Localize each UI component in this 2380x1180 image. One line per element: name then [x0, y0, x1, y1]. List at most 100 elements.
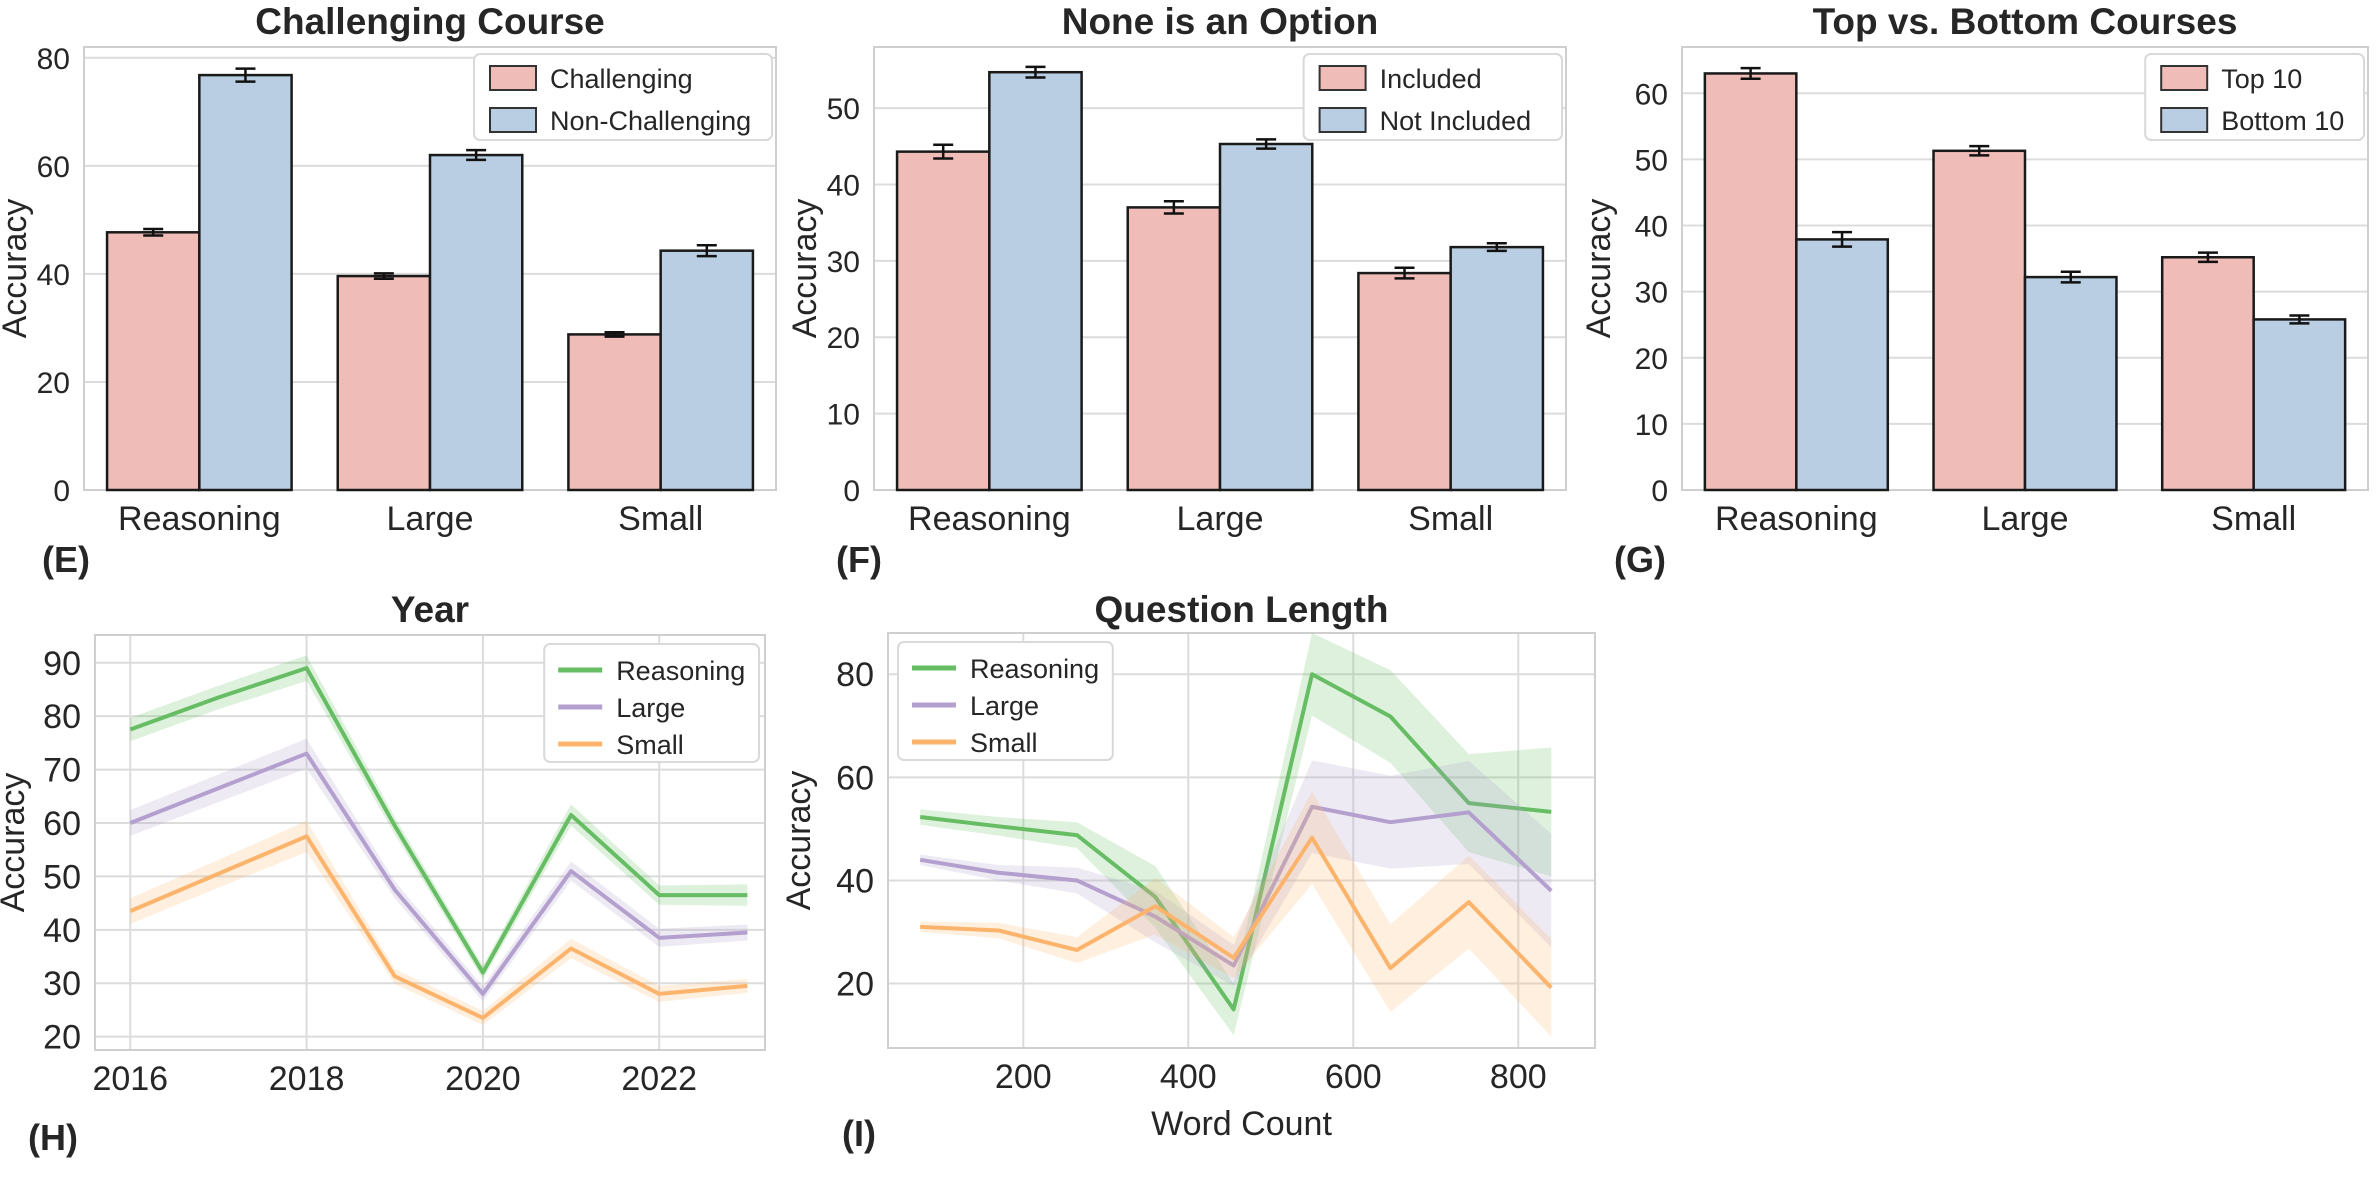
chart-I: 20 40 60 80 200 400 600 800 Question Length Accur… [780, 589, 1596, 1154]
y-tick-label: 50 [43, 858, 81, 896]
legend: Challenging Non-Challenging [473, 53, 773, 141]
panel-none-is-an-option: 0 10 20 30 40 50 Reasoning Large Small None is an… [786, 0, 1580, 590]
chart-F: 0 10 20 30 40 50 Reasoning Large Small None is an… [786, 1, 1567, 580]
x-tick-label: 600 [1325, 1058, 1382, 1096]
series-Small [920, 791, 1553, 1037]
series-Not Included [988, 65, 1545, 492]
chart-E: 0 20 40 60 80 Reasoning Large Small Challenging … [0, 1, 777, 580]
legend-frame [543, 643, 761, 763]
x-category-label: Small [618, 500, 703, 538]
legend-swatch-Bottom 10 [2160, 107, 2209, 133]
y-tick-label: 60 [836, 759, 874, 797]
line-Large [129, 751, 748, 996]
panel-top-vs-bottom-courses: 0 10 20 30 40 50 60 Reasoning Large Small Top vs. … [1580, 0, 2380, 590]
x-tick-label: 2020 [445, 1060, 521, 1098]
x-category-label: Small [1408, 500, 1493, 538]
y-tick-label: 30 [827, 246, 860, 279]
legend-label: Large [970, 691, 1039, 721]
x-category-label: Large [387, 500, 474, 538]
chart-title: Year [391, 590, 469, 630]
panel-year: 20 30 40 50 60 70 80 90 2016 2018 2020 2022 Year Accu… [0, 589, 830, 1180]
y-tick-label: 10 [827, 399, 860, 432]
confidence-band-Small [920, 791, 1552, 1037]
y-tick-label: 10 [1635, 409, 1668, 442]
bar-Challenging-Large [336, 274, 432, 492]
y-tick-label: 60 [43, 805, 81, 843]
y-tick-label: 80 [37, 43, 70, 76]
confidence-band-Large [920, 760, 1552, 987]
bar-Not Included-Small [1449, 245, 1545, 492]
legend-swatch-Challenging [489, 65, 537, 91]
panel-challenging-course: 0 20 40 60 80 Reasoning Large Small Challenging … [0, 0, 790, 590]
y-axis-label: Accuracy [0, 773, 32, 913]
legend: Reasoning Large Small [897, 641, 1114, 761]
legend-swatch-Not Included [1318, 107, 1367, 133]
line-Small [129, 834, 748, 1020]
series-Non-Challenging [198, 67, 755, 492]
y-tick-label: 80 [43, 698, 81, 736]
panel-question-length: 20 40 60 80 200 400 600 800 Question Length Accur… [780, 589, 1620, 1180]
series-Included [895, 143, 1452, 492]
y-tick-label: 20 [1635, 343, 1668, 376]
y-axis-label: Accuracy [790, 199, 824, 339]
line-Reasoning [129, 666, 748, 975]
bar-Top 10-Reasoning [1703, 72, 1798, 492]
bar-Top 10-Large [1932, 149, 2027, 492]
legend-label: Challenging [550, 64, 693, 94]
x-tick-label: 2018 [269, 1060, 345, 1098]
legend-swatch-Included [1318, 65, 1367, 91]
axes-spines [887, 632, 1596, 1049]
series-Large [129, 738, 748, 1002]
panel-letter: (F) [836, 539, 882, 580]
chart-G: 0 10 20 30 40 50 60 Reasoning Large Small Top vs. … [1580, 1, 2369, 580]
bar-Included-Reasoning [895, 150, 991, 492]
y-tick-label: 40 [1635, 211, 1668, 244]
bar-Challenging-Reasoning [105, 231, 201, 492]
legend-label: Small [970, 728, 1038, 758]
bar-Challenging-Small [567, 333, 662, 492]
y-tick-label: 70 [43, 752, 81, 790]
bar-Non-Challenging-Large [428, 153, 524, 492]
y-tick-label: 80 [836, 656, 874, 694]
x-category-label: Large [1177, 500, 1264, 538]
legend-frame [473, 53, 773, 141]
series-Large [919, 760, 1553, 987]
chart-title: Top vs. Bottom Courses [1813, 1, 2238, 42]
series-Reasoning [129, 655, 748, 980]
y-tick-label: 20 [37, 367, 70, 400]
legend: Included Not Included [1302, 53, 1563, 141]
bar-Bottom 10-Large [2023, 275, 2118, 492]
y-tick-label: 40 [43, 912, 81, 950]
series-Small [129, 820, 748, 1025]
legend-label: Bottom 10 [2221, 106, 2344, 136]
x-category-label: Reasoning [118, 500, 281, 538]
y-tick-label: 30 [1635, 277, 1668, 310]
chart-H: 20 30 40 50 60 70 80 90 2016 2018 2020 2022 Year Accu… [0, 589, 766, 1158]
legend-label: Large [616, 693, 685, 723]
line-Reasoning [919, 672, 1552, 1012]
panel-letter: (I) [842, 1113, 876, 1154]
bar-Bottom 10-Reasoning [1795, 238, 1890, 492]
y-tick-label: 40 [37, 259, 70, 292]
series-Top 10 [1703, 66, 2255, 492]
y-tick-label: 60 [1635, 78, 1668, 111]
x-tick-label: 2022 [621, 1060, 697, 1098]
chart-title: None is an Option [1062, 1, 1379, 42]
x-tick-label: 800 [1490, 1058, 1547, 1096]
legend: Top 10 Bottom 10 [2144, 53, 2366, 141]
x-axis-label: Word Count [1151, 1105, 1332, 1143]
legend-label: Reasoning [970, 654, 1099, 684]
confidence-band-Large [130, 738, 748, 1002]
series-Bottom 10 [1795, 230, 2347, 492]
x-tick-label: 200 [995, 1058, 1052, 1096]
series-Challenging [105, 227, 662, 492]
x-tick-label: 2016 [92, 1060, 168, 1098]
y-tick-label: 90 [43, 645, 81, 683]
y-tick-label: 50 [1635, 144, 1668, 177]
y-tick-label: 40 [836, 862, 874, 900]
x-tick-label: 400 [1160, 1058, 1217, 1096]
y-tick-label: 20 [836, 966, 874, 1004]
legend-frame [1302, 53, 1563, 141]
legend-label: Not Included [1380, 106, 1532, 136]
